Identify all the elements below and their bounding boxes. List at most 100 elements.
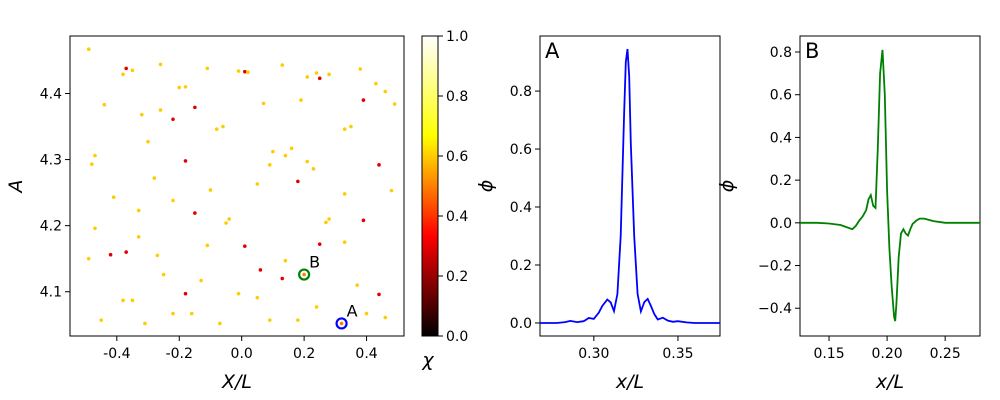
panel-b-letter: B [805, 39, 819, 63]
colorbar-tick-label: 0.8 [446, 89, 468, 105]
panel-b-curve [800, 49, 980, 322]
panel-a-y-tick-label: 0.0 [510, 316, 532, 332]
panel-b-x-tick-label: 0.15 [813, 346, 844, 362]
scatter-point [305, 159, 310, 164]
scatter-point [349, 124, 353, 129]
scatter-point [152, 176, 157, 180]
panel-a-x-tick-label: 0.30 [578, 346, 609, 362]
highlight-ring-b [298, 268, 311, 281]
scatter-point [305, 75, 310, 79]
scatter-point [355, 283, 359, 287]
scatter-point [205, 243, 210, 248]
scatter-x-tick-label: 0.4 [355, 346, 377, 362]
highlight-label-b: B [309, 253, 320, 272]
scatter-point [296, 318, 300, 322]
scatter-y-axis-label: A [5, 180, 27, 195]
panel-a-x-axis-label: x/L [615, 371, 644, 393]
scatter-point [124, 66, 128, 71]
scatter-point [177, 85, 182, 90]
panel-a-x-ticks: 0.30 0.35 [578, 336, 694, 362]
scatter-point [243, 244, 247, 248]
scatter-y-tick-label: 4.1 [40, 285, 62, 301]
scatter-point [377, 163, 381, 167]
scatter-point [283, 153, 288, 158]
panel-b-y-tick-label: −0.4 [758, 301, 792, 317]
scatter-point [377, 292, 381, 297]
scatter-point [124, 250, 128, 254]
scatter-point [236, 69, 241, 73]
highlight-point-b [302, 272, 306, 277]
scatter-point [342, 192, 347, 196]
scatter-point [136, 208, 141, 213]
scatter-point [155, 253, 160, 258]
scatter-x-ticks: -0.4 -0.2 0.0 0.2 0.4 [103, 336, 378, 362]
scatter-point [208, 188, 213, 192]
scatter-point [136, 235, 141, 239]
scatter-point [267, 163, 272, 167]
panel-b-y-tick-label: 0.8 [770, 45, 792, 61]
scatter-point [236, 291, 241, 296]
colorbar-label: χ [421, 349, 434, 371]
scatter-point [342, 240, 347, 244]
scatter-x-tick-label: -0.4 [103, 346, 130, 362]
scatter-point [255, 182, 260, 186]
scatter-x-tick-label: -0.2 [166, 346, 193, 362]
scatter-point [383, 315, 388, 320]
scatter-point [93, 153, 97, 158]
line-panel-a: 0.30 0.35 0.0 0.2 0.4 0.6 0.8 A x/L ϕ [475, 35, 721, 393]
scatter-point [193, 105, 197, 110]
scatter-point [183, 159, 188, 163]
scatter-point [199, 278, 203, 283]
scatter-point [99, 318, 104, 322]
scatter-point [314, 71, 319, 75]
scatter-point [311, 167, 316, 171]
line-panel-b: 0.15 0.20 0.25 −0.4 −0.2 0.0 0.2 0.4 0.6 0.8 B x… [716, 35, 981, 393]
panel-a-y-ticks: 0.0 0.2 0.4 0.6 0.8 [510, 84, 540, 332]
scatter-point [389, 188, 394, 193]
scatter-x-tick-label: 0.0 [231, 346, 253, 362]
highlight-point-a [339, 321, 344, 326]
scatter-point [205, 66, 210, 71]
panel-a-curve [540, 48, 720, 324]
scatter-point [214, 127, 219, 131]
panel-a-letter: A [545, 39, 560, 63]
scatter-point [342, 127, 347, 131]
panel-b-y-ticks: −0.4 −0.2 0.0 0.2 0.4 0.6 0.8 [758, 45, 800, 317]
scatter-point [171, 117, 175, 122]
scatter-point [171, 198, 175, 203]
scatter-y-tick-label: 4.3 [40, 153, 62, 169]
scatter-point [267, 318, 272, 322]
scatter-point [280, 276, 285, 281]
colorbar-tick-label: 1.0 [446, 29, 468, 45]
colorbar-tick-label: 0.6 [446, 149, 468, 165]
scatter-point [383, 89, 388, 94]
scatter-point [86, 256, 91, 261]
panel-a-y-tick-label: 0.6 [510, 142, 532, 158]
panel-a-y-tick-label: 0.2 [510, 258, 532, 274]
scatter-point [283, 258, 288, 263]
scatter-point [364, 311, 369, 316]
scatter-point [261, 101, 266, 106]
panel-b-y-tick-label: 0.2 [770, 173, 792, 189]
scatter-point [139, 112, 144, 117]
panel-a-y-axis-label: ϕ [475, 180, 497, 193]
panel-b-x-tick-label: 0.20 [872, 346, 903, 362]
scatter-panel: AB -0.4 -0.2 0.0 0.2 0.4 4.14.24.34.4 X/L A [5, 35, 405, 393]
scatter-x-tick-label: 0.2 [293, 346, 315, 362]
panel-a-y-tick-label: 0.4 [510, 200, 532, 216]
scatter-point [193, 211, 197, 215]
scatter-point [271, 149, 275, 154]
scatter-y-ticks: 4.1 4.2 4.3 4.4 [40, 86, 70, 301]
scatter-point [358, 67, 363, 71]
scatter-point [255, 295, 260, 300]
scatter-point [108, 252, 113, 257]
scatter-point [299, 98, 303, 102]
colorbar-tick-label: 0.4 [446, 209, 468, 225]
highlight-ring-a [335, 317, 348, 330]
highlight-label-a: A [347, 301, 358, 320]
scatter-point [130, 68, 135, 73]
panel-b-x-ticks: 0.15 0.20 0.25 [813, 336, 961, 362]
panel-b-x-axis-label: x/L [875, 371, 904, 393]
scatter-point [289, 146, 294, 151]
scatter-point [218, 321, 222, 326]
